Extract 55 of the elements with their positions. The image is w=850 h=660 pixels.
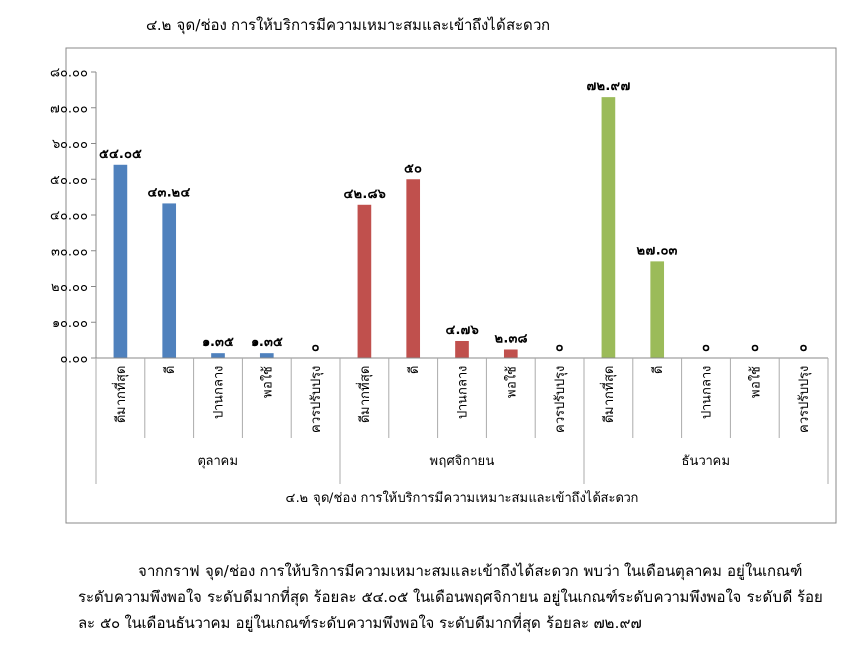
bar [358, 204, 372, 358]
data-label: ๐ [556, 340, 564, 355]
bar [162, 203, 176, 358]
text: พฤศจิกายน [430, 454, 494, 469]
x-tick-label: ควรปรับปรุง [553, 366, 568, 433]
bar [650, 261, 664, 358]
text: ตุลาคม [198, 454, 238, 469]
data-label: ๒.๓๘ [494, 331, 528, 346]
x-tick-label: ปานกลาง [700, 366, 715, 419]
y-tick-label: ๑๐.๐๐ [52, 316, 88, 331]
y-tick-label: ๔๐.๐๐ [50, 208, 88, 224]
y-tick-label: ๒๐.๐๐ [50, 280, 88, 296]
x-tick-label: พอใช้ [259, 366, 276, 398]
data-label: ๕๐ [404, 161, 422, 176]
chart-title: ๔.๒ จุด/ช่อง การให้บริการมีความเหมาะสมและเข้าถึงได้สะดวก [146, 16, 550, 35]
x-tick-label: พอใช้ [503, 366, 520, 398]
bar [260, 353, 274, 358]
data-label: ๐ [750, 340, 759, 355]
bar [602, 97, 616, 358]
bar [114, 164, 128, 358]
y-tick-label: ๘๐.๐๐ [50, 66, 88, 81]
x-tick-label: พอใช้ [747, 366, 764, 398]
data-label: ๗๒.๙๗ [586, 79, 630, 94]
text: จากกราฟ จุด/ช่อง การให้บริการมีความเหมาะสมและเข้าถึงได้สะดวก พบว่า ในเดือนตุลาคม อยู่ในเกณฑ์ระดับความพึงพอใจ ระดับดีมากที่สุด ร้อยละ ๕๔.๐๕ ในเดือนพฤศจิกายน อยู่ในเกณฑ์ระดับความพึงพอใจ ระดับดี ร้อยละ ๕๐ ในเดือนธันวาคม อยู่ในเกณฑ์ระดับความพึงพอใจ ระดับดีมากที่สุด ร้อยละ ๗๒.๙๗ [78, 561, 824, 634]
y-tick-label: ๕๐.๐๐ [50, 172, 88, 188]
bar [406, 179, 420, 358]
data-label: ๕๔.๐๕ [98, 146, 142, 162]
data-label: ๒๗.๐๓ [636, 243, 678, 258]
data-label: ๐ [800, 340, 808, 355]
x-tick-label: ดีมากที่สุด [356, 366, 373, 423]
x-tick-label: ดี [162, 366, 178, 374]
data-label: ๐ [312, 340, 320, 355]
bar [504, 349, 518, 358]
x-tick-label: ปานกลาง [456, 366, 471, 419]
y-tick-label: ๖๐.๐๐ [52, 137, 88, 152]
x-axis-title: ๔.๒ จุด/ช่อง การให้บริการมีความเหมาะสมและเข้าถึงได้สะดวก [286, 490, 638, 506]
text: ธันวาคม [682, 454, 730, 469]
bar [211, 353, 225, 358]
data-label: ๑.๓๕ [250, 335, 283, 350]
x-tick-label: ดีมากที่สุด [112, 366, 129, 423]
y-tick-label: ๓๐.๐๐ [50, 244, 88, 260]
y-tick-label: ๐.๐๐ [60, 352, 88, 367]
bar [455, 340, 469, 358]
data-label: ๑.๓๕ [202, 335, 234, 350]
x-tick-label: ดีมากที่สุด [600, 366, 617, 423]
x-tick-label: ควรปรับปรุง [797, 366, 812, 433]
x-tick-label: ดี [406, 366, 422, 374]
data-label: ๔๒.๘๖ [343, 186, 386, 202]
data-label: ๔.๗๖ [446, 322, 478, 338]
y-tick-label: ๗๐.๐๐ [50, 101, 88, 116]
data-label: ๐ [702, 340, 710, 355]
data-label: ๔๓.๒๔ [148, 185, 191, 200]
x-tick-label: ปานกลาง [212, 366, 227, 419]
x-tick-label: ควรปรับปรุง [309, 366, 324, 433]
x-tick-label: ดี [650, 366, 666, 374]
